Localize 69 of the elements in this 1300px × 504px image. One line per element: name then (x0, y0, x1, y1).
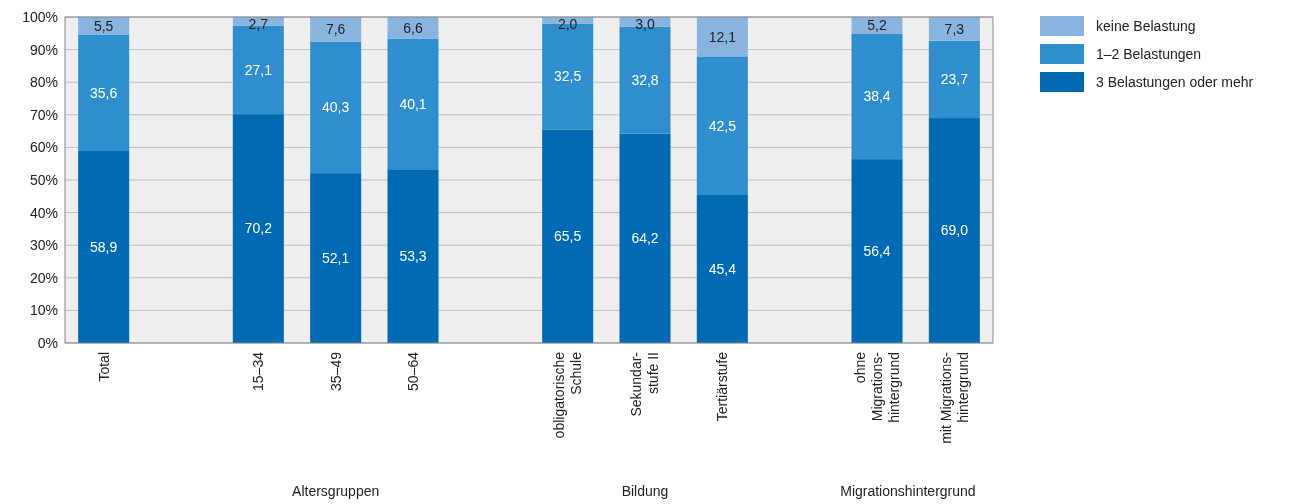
x-tick-label: Total (95, 352, 112, 382)
y-tick-label: 30% (29, 237, 58, 254)
bar (851, 33, 903, 160)
bar (310, 41, 362, 174)
bar (78, 34, 130, 151)
y-tick-label: 100% (22, 8, 58, 25)
data-label: 7,6 (325, 21, 346, 38)
data-label: 5,5 (93, 17, 114, 34)
text: Bildung (621, 483, 669, 499)
data-label: 7,3 (944, 20, 965, 37)
y-tick-label: 0% (37, 334, 58, 351)
x-tick-label: Tertiärstufe (714, 351, 731, 422)
data-label: 40,1 (399, 95, 427, 112)
legend-label: 3 Belastungen oder mehr (1096, 73, 1254, 90)
data-label: 23,7 (940, 71, 969, 88)
y-tick-label: 60% (29, 139, 58, 156)
data-label: 12,1 (708, 28, 737, 45)
data-label: 35,6 (90, 84, 118, 101)
bar (696, 56, 748, 195)
data-label: 70,2 (244, 220, 273, 237)
bar (387, 169, 439, 343)
legend-label: 1–2 Belastungen (1096, 45, 1202, 62)
bar (696, 17, 748, 57)
text: Migrationshintergrund (840, 483, 976, 499)
data-label: 64,2 (631, 230, 659, 247)
y-tick-label: 90% (29, 41, 58, 58)
y-tick-label: 50% (29, 171, 58, 188)
data-label: 2,7 (248, 15, 269, 32)
data-label: 69,0 (940, 222, 969, 239)
data-label: 53,3 (399, 248, 427, 265)
bar (696, 195, 748, 343)
bar (387, 38, 439, 170)
data-label: 27,1 (244, 61, 273, 78)
data-label: 38,4 (863, 88, 891, 105)
data-label: 32,5 (554, 68, 582, 85)
bar (232, 114, 284, 343)
bar (928, 40, 980, 119)
data-label: 5,2 (867, 17, 887, 34)
data-label: 2,0 (557, 15, 578, 32)
data-label: 45,4 (708, 260, 737, 277)
text: Altersgruppen (292, 483, 380, 499)
y-tick-label: 70% (29, 106, 58, 123)
data-label: 52,1 (322, 249, 350, 266)
data-label: 32,8 (631, 72, 659, 89)
data-label: 56,4 (863, 242, 891, 259)
bar (310, 17, 362, 42)
data-label: 65,5 (554, 228, 582, 245)
y-tick-label: 20% (29, 269, 58, 286)
x-tick-label: ohne Migrations- hintergrund (851, 351, 902, 423)
data-label: 40,3 (322, 99, 350, 116)
bar (851, 159, 903, 343)
y-tick-label: 40% (29, 204, 58, 221)
bar (310, 173, 362, 343)
legend-label: keine Belastung (1096, 17, 1196, 34)
x-tick-label: Sekundar- stufe II (628, 351, 662, 417)
data-label: 3,0 (635, 15, 655, 32)
x-tick-label: obligatorische Schule (551, 351, 585, 439)
x-tick-label: 35–49 (327, 351, 344, 391)
bar (928, 118, 980, 343)
data-label: 6,6 (403, 19, 423, 36)
y-tick-label: 80% (29, 74, 58, 91)
x-tick-label: 50–64 (404, 351, 421, 391)
bar (542, 129, 594, 343)
data-label: 58,9 (90, 238, 118, 255)
data-label: 42,5 (708, 117, 737, 134)
bar (78, 150, 130, 343)
bar (619, 133, 671, 343)
x-tick-label: 15–34 (250, 351, 267, 391)
y-tick-label: 10% (29, 302, 58, 319)
